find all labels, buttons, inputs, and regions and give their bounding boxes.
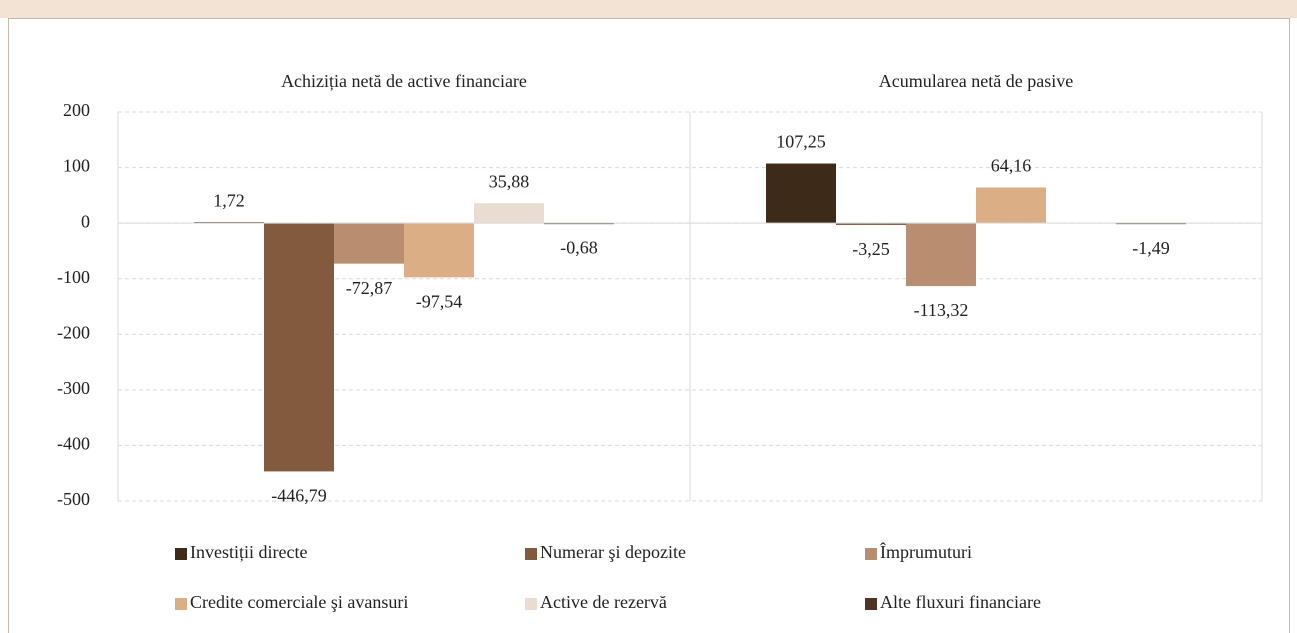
legend-swatch (865, 548, 877, 560)
y-tick-label: -500 (57, 489, 90, 509)
legend-swatch (525, 598, 537, 610)
bar (404, 223, 474, 278)
data-label: 35,88 (489, 171, 530, 191)
legend-swatch (175, 598, 187, 610)
bar (906, 223, 976, 287)
legend-label: Împrumuturi (880, 541, 972, 562)
header-strip (0, 0, 1297, 18)
legend-label: Active de rezervă (540, 592, 667, 612)
data-label: -3,25 (852, 239, 890, 259)
y-tick-label: 0 (81, 211, 90, 231)
legend-swatch (865, 598, 877, 610)
y-tick-label: 200 (63, 100, 90, 120)
bar (766, 163, 836, 224)
group-title: Acumularea netă de pasive (879, 71, 1073, 91)
data-label: -72,87 (346, 278, 393, 298)
legend-label: Numerar şi depozite (540, 542, 686, 562)
legend-swatch (175, 548, 187, 560)
y-tick-label: -300 (57, 378, 90, 398)
y-tick-label: -200 (57, 322, 90, 342)
legend-swatch (525, 548, 537, 560)
data-label: -1,49 (1132, 238, 1170, 258)
y-tick-label: 100 (63, 156, 90, 176)
legend-label: Alte fluxuri financiare (880, 592, 1041, 612)
bar (976, 187, 1046, 224)
y-tick-label: -100 (57, 267, 90, 287)
bar (474, 203, 544, 224)
legend-label: Credite comerciale şi avansuri (190, 592, 408, 612)
data-label: -446,79 (271, 486, 327, 506)
data-label: -0,68 (560, 238, 598, 258)
data-label: 107,25 (776, 132, 826, 152)
legend-label: Investiții directe (190, 542, 307, 562)
data-label: 1,72 (213, 190, 245, 210)
data-label: -113,32 (914, 300, 969, 320)
y-tick-label: -400 (57, 434, 90, 454)
data-label: -97,54 (416, 291, 463, 311)
bar (264, 223, 334, 472)
bar (836, 223, 906, 225)
chart-border (8, 18, 1290, 633)
group-title: Achiziția netă de active financiare (281, 71, 527, 91)
bar (334, 223, 404, 264)
data-label: 64,16 (991, 156, 1032, 176)
